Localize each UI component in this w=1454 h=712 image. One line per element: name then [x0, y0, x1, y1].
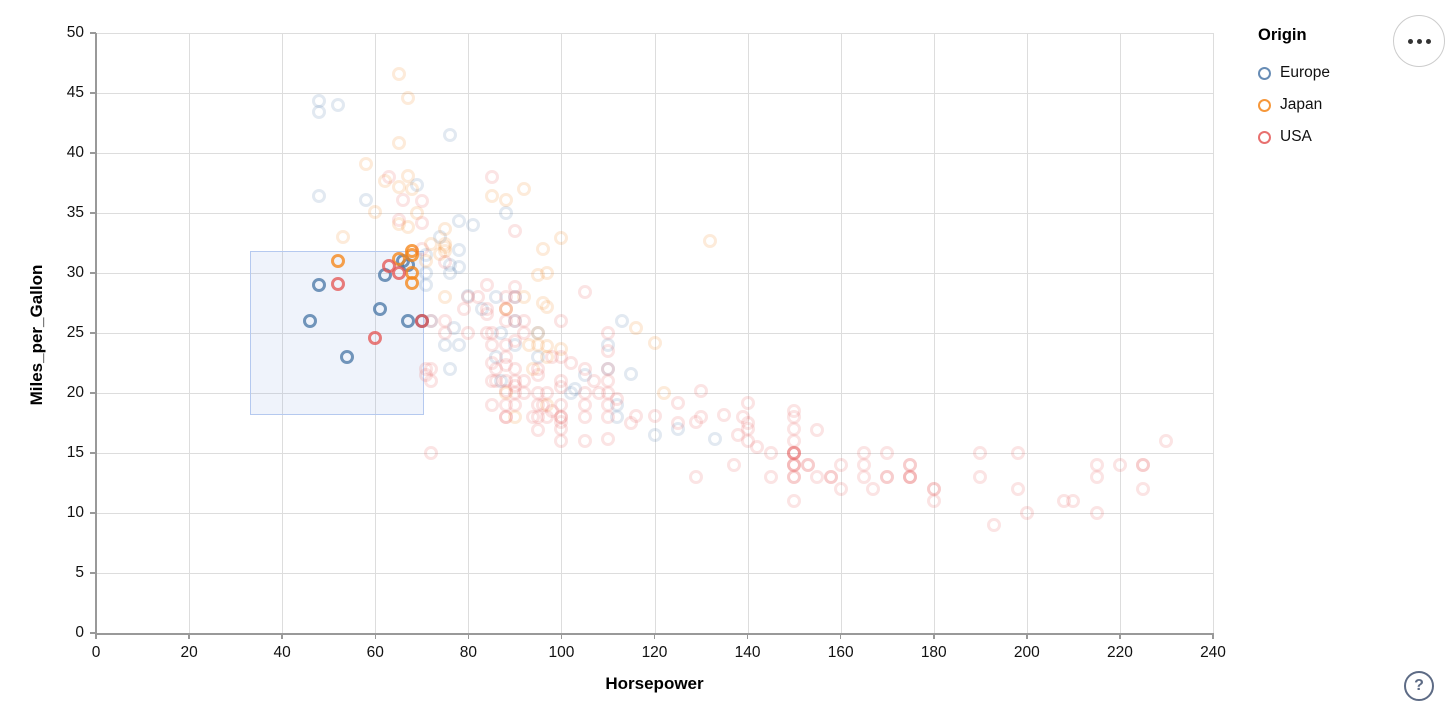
legend-items: Europe Japan USA [1258, 57, 1330, 153]
legend-label: USA [1280, 128, 1312, 145]
y-gridline [96, 333, 1213, 334]
x-gridline [1213, 33, 1214, 633]
y-gridline [96, 93, 1213, 94]
x-tick [746, 633, 749, 639]
x-tick-label: 60 [366, 644, 384, 661]
brush-selection[interactable] [249, 251, 425, 415]
x-tick [1212, 633, 1214, 639]
x-tick [1026, 633, 1028, 639]
x-tick-label: 140 [734, 644, 761, 661]
x-tick [281, 633, 283, 639]
y-tick-label: 35 [66, 204, 84, 221]
x-tick-label: 160 [827, 644, 854, 661]
x-tick-label: 180 [920, 644, 947, 661]
y-tick-label: 10 [66, 504, 84, 521]
x-tick [560, 633, 563, 639]
y-gridline [96, 513, 1213, 514]
y-tick-label: 30 [66, 264, 84, 281]
y-tick-label: 50 [66, 24, 84, 41]
y-tick-label: 25 [66, 324, 84, 341]
y-gridline [96, 153, 1213, 154]
x-tick-label: 80 [459, 644, 477, 661]
x-tick-label: 100 [548, 644, 575, 661]
question-mark-icon: ? [1414, 677, 1424, 694]
legend-item-usa: USA [1258, 121, 1330, 153]
y-tick [90, 512, 96, 514]
x-tick [839, 633, 842, 639]
y-tick [90, 32, 96, 34]
x-tick-label: 40 [273, 644, 291, 661]
y-axis-title: Miles_per_Gallon [27, 264, 46, 406]
legend-label: Europe [1280, 64, 1330, 81]
y-gridline [96, 453, 1213, 454]
legend-item-europe: Europe [1258, 57, 1330, 89]
legend: Origin Europe Japan USA [1258, 26, 1330, 153]
x-tick-label: 0 [91, 644, 101, 661]
x-tick-label: 240 [1200, 644, 1226, 661]
x-tick [653, 633, 656, 639]
y-gridline [96, 393, 1213, 394]
x-tick [1119, 633, 1121, 639]
x-tick [467, 633, 470, 639]
x-tick [374, 633, 376, 639]
y-axis-line [95, 33, 97, 634]
x-tick-label: 120 [641, 644, 668, 661]
x-axis-title: Horsepower [605, 674, 704, 693]
x-tick-label: 200 [1013, 644, 1040, 661]
y-tick [90, 332, 96, 334]
legend-label: Japan [1280, 96, 1323, 113]
y-gridline [96, 273, 1213, 274]
y-gridline [96, 33, 1213, 34]
y-tick-label: 45 [66, 84, 84, 101]
actions-menu-button[interactable] [1393, 15, 1445, 67]
x-tick-label: 20 [180, 644, 198, 661]
y-tick-label: 15 [66, 444, 84, 461]
ellipsis-icon [1407, 38, 1431, 44]
y-tick-label: 20 [66, 384, 84, 401]
y-gridline [96, 213, 1213, 214]
legend-symbol-japan [1258, 98, 1271, 112]
help-button[interactable]: ? [1404, 671, 1434, 701]
y-gridline [96, 573, 1213, 574]
y-tick [90, 212, 96, 214]
x-tick [933, 633, 935, 639]
y-tick-label: 40 [66, 144, 84, 161]
x-tick [188, 633, 190, 639]
x-axis-line [95, 633, 1213, 635]
legend-item-japan: Japan [1258, 89, 1330, 121]
legend-title: Origin [1258, 26, 1307, 44]
y-tick-label: 0 [75, 624, 84, 641]
y-tick [90, 272, 96, 274]
y-tick [90, 152, 96, 154]
y-tick [90, 452, 96, 454]
y-tick-label: 5 [75, 564, 84, 581]
y-tick [90, 392, 96, 394]
x-tick [95, 633, 97, 639]
legend-symbol-europe [1258, 66, 1271, 80]
y-tick [90, 572, 96, 574]
legend-symbol-usa [1258, 130, 1271, 144]
y-tick [90, 632, 96, 634]
x-tick-label: 220 [1106, 644, 1133, 661]
y-tick [90, 92, 96, 94]
